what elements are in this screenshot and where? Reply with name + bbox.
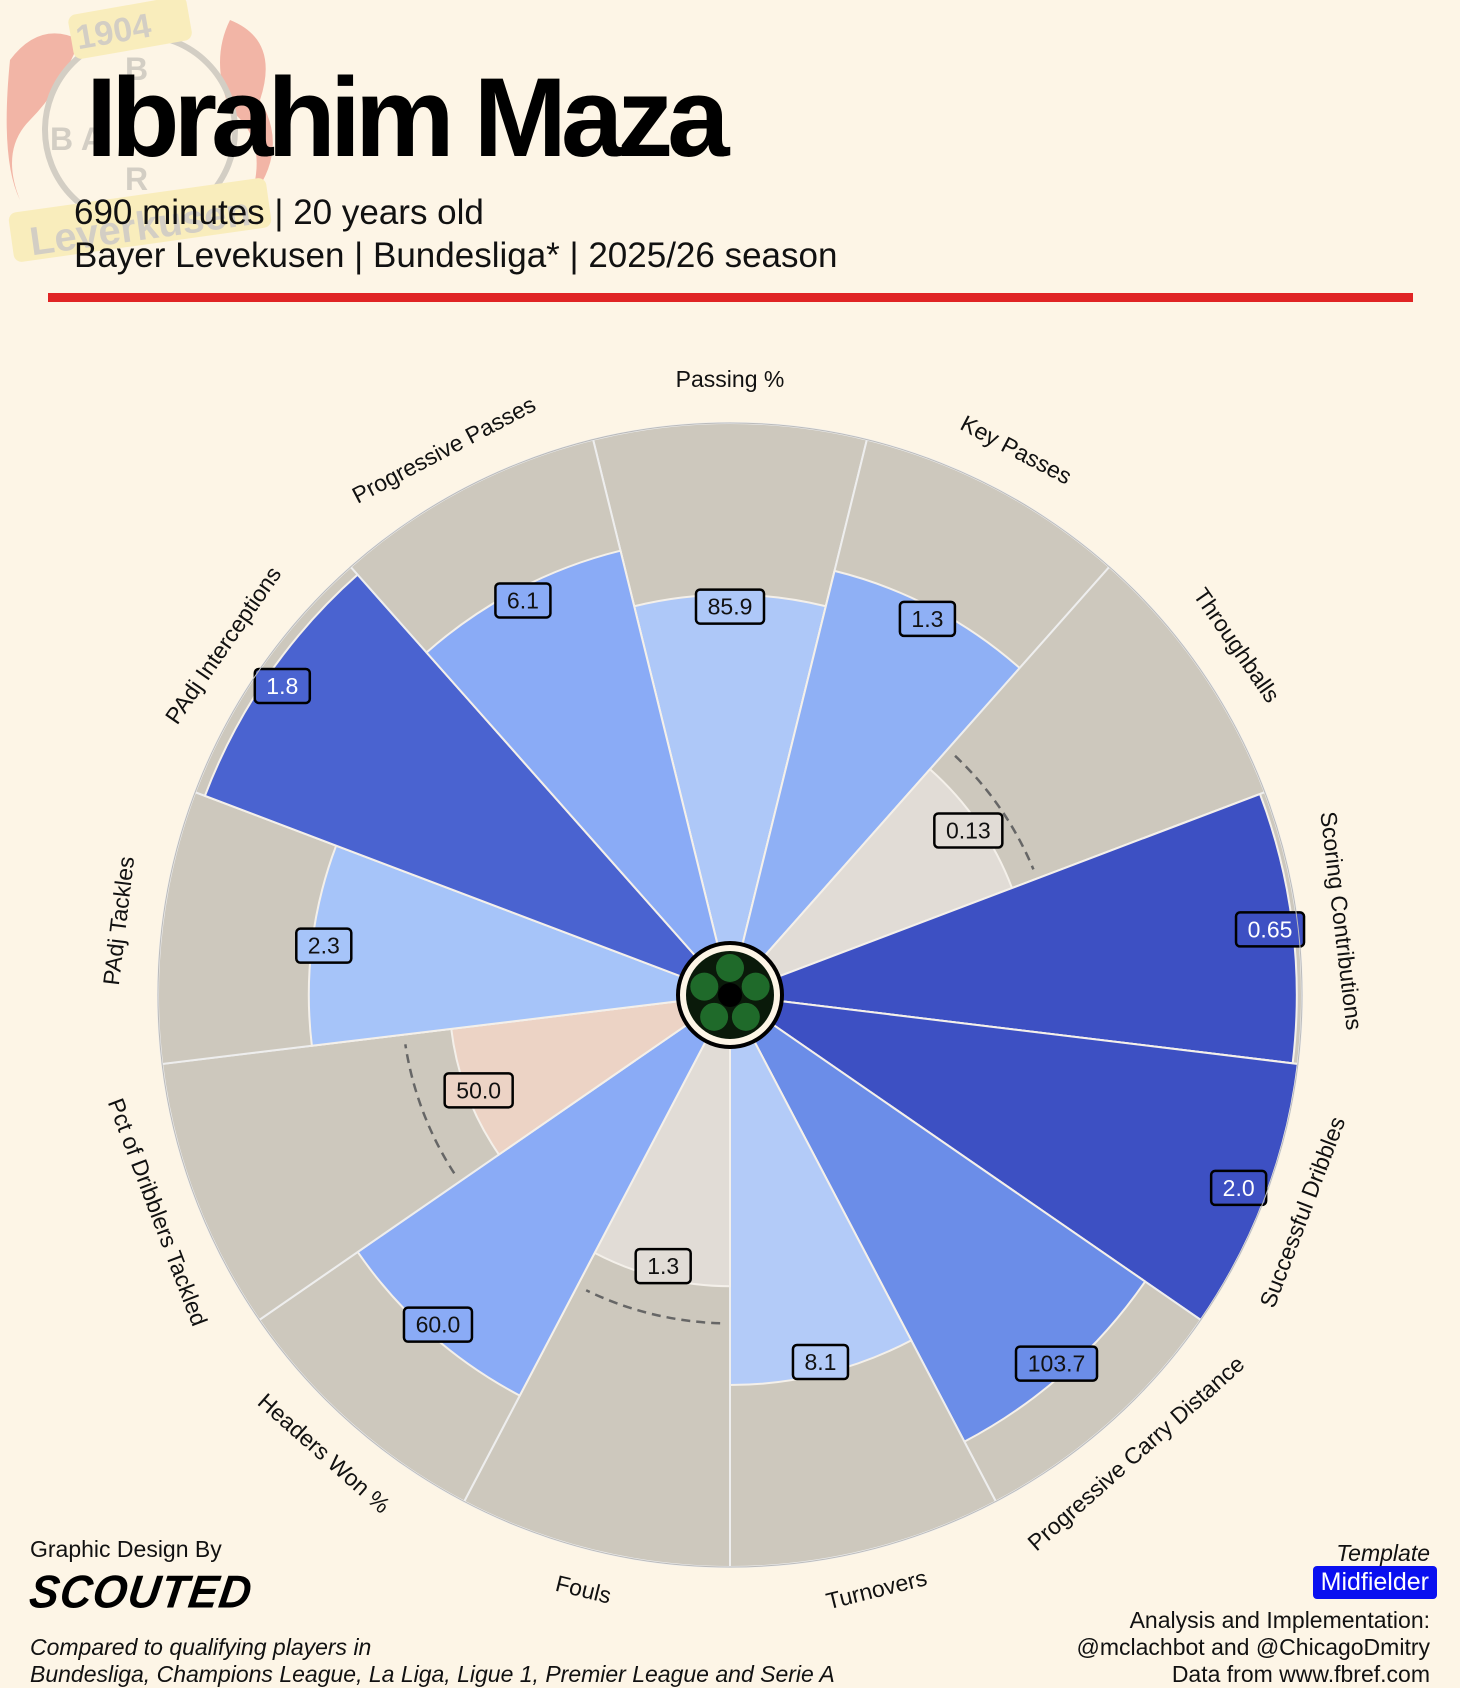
header-divider (48, 293, 1413, 302)
svg-text:103.7: 103.7 (1028, 1351, 1086, 1377)
value-label-key-passes: 1.3 (898, 600, 957, 638)
category-label-padj-tackles: PAdj Tackles (98, 855, 139, 987)
football-icon (676, 941, 784, 1049)
svg-text:50.0: 50.0 (456, 1077, 501, 1103)
average-marker-fouls (585, 1289, 721, 1325)
template-badge: Midfielder (1312, 1566, 1437, 1599)
svg-text:60.0: 60.0 (416, 1312, 461, 1338)
value-label-progressive-passes: 6.1 (494, 582, 552, 619)
value-label-headers-won-: 60.0 (402, 1306, 474, 1343)
svg-text:85.9: 85.9 (708, 594, 753, 620)
value-label-pct-of-dribblers-tackled: 50.0 (443, 1072, 514, 1109)
average-marker-pct-of-dribblers-tackled (404, 1044, 456, 1175)
category-label-passing-: Passing % (676, 366, 785, 392)
player-minutes-age: 690 minutes | 20 years old (74, 193, 484, 232)
player-name: Ibrahim Maza (86, 55, 730, 180)
value-label-padj-interceptions: 1.8 (253, 667, 312, 705)
value-label-fouls: 1.3 (634, 1247, 692, 1285)
data-source: Data from www.fbref.com (1171, 1661, 1430, 1687)
svg-text:8.1: 8.1 (804, 1349, 836, 1375)
value-label-passing-: 85.9 (694, 588, 766, 625)
svg-text:0.65: 0.65 (1248, 916, 1293, 942)
category-label-turnovers: Turnovers (824, 1564, 930, 1614)
club-crest-logo: 1904 Leverkusen B B A R (6, 0, 273, 264)
svg-text:6.1: 6.1 (507, 587, 539, 613)
analysis-label: Analysis and Implementation: (1129, 1607, 1430, 1633)
svg-text:1.8: 1.8 (266, 673, 298, 699)
svg-text:R: R (125, 161, 148, 197)
category-label-fouls: Fouls (553, 1570, 614, 1609)
template-label: Template (1336, 1540, 1430, 1566)
value-label-progressive-carry-distance: 103.7 (1014, 1345, 1099, 1382)
design-credit-label: Graphic Design By (30, 1536, 222, 1562)
svg-text:1.3: 1.3 (911, 606, 943, 632)
svg-text:2.3: 2.3 (308, 933, 340, 959)
value-label-scoring-contributions: 0.65 (1234, 911, 1306, 948)
category-label-scoring-contributions: Scoring Contributions (1315, 810, 1367, 1031)
value-label-throughballs: 0.13 (933, 812, 1004, 849)
comparison-note-1: Compared to qualifying players in (30, 1634, 372, 1660)
player-team-season: Bayer Levekusen | Bundesliga* | 2025/26 … (74, 236, 838, 275)
svg-text:0.13: 0.13 (946, 817, 991, 843)
svg-text:1.3: 1.3 (647, 1253, 679, 1279)
svg-text:B A: B A (50, 121, 104, 157)
scouted-logo: SCOUTED (26, 1566, 256, 1619)
authors: @mclachbot and @ChicagoDmitry (1076, 1634, 1431, 1660)
outer-ring (157, 422, 1303, 1568)
value-label-padj-tackles: 2.3 (295, 927, 353, 964)
svg-text:B: B (125, 51, 148, 87)
average-marker-throughballs (954, 754, 1035, 870)
svg-text:2.0: 2.0 (1223, 1175, 1255, 1201)
value-label-turnovers: 8.1 (791, 1343, 850, 1381)
value-label-successful-dribbles: 2.0 (1209, 1169, 1268, 1207)
comparison-note-2: Bundesliga, Champions League, La Liga, L… (30, 1661, 835, 1687)
